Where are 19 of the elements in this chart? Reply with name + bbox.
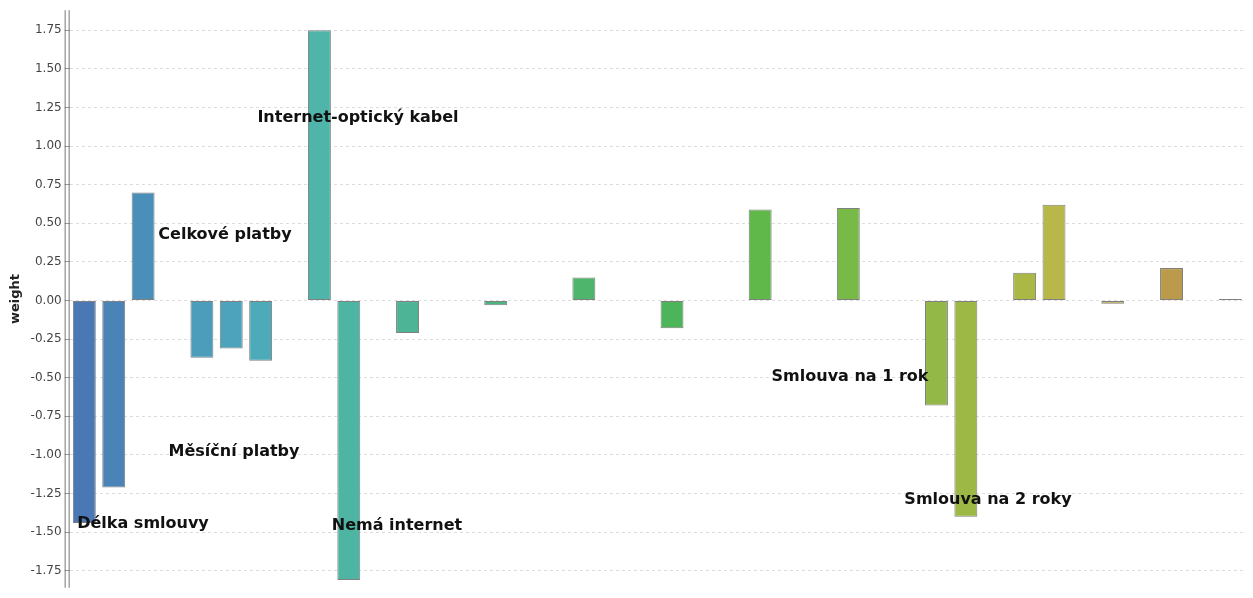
- y-tick-label: -0.75: [30, 408, 62, 423]
- y-tick-label: 0.50: [34, 215, 62, 230]
- y-tick-label: 1.00: [34, 138, 62, 153]
- y-tick-label: 0.25: [34, 254, 62, 269]
- y-tick-label: -0.25: [30, 331, 62, 346]
- y-tick-label: -1.50: [30, 524, 62, 539]
- annotation: Celkové platby: [158, 224, 293, 244]
- y-tick-label: 0.75: [34, 176, 62, 191]
- annotation: Délka smlouvy: [77, 513, 210, 533]
- y-tick-label: -1.75: [30, 562, 62, 577]
- y-tick-label: 0.00: [34, 292, 62, 307]
- y-tick-label: -1.00: [30, 447, 62, 462]
- y-axis-title: weight: [7, 273, 23, 325]
- y-tick-label: 1.25: [34, 99, 62, 114]
- y-tick-label: -0.50: [30, 369, 62, 384]
- y-tick-label: 1.50: [34, 61, 62, 76]
- annotation: Měsíční platby: [168, 441, 301, 461]
- y-tick-label: 1.75: [34, 22, 62, 37]
- y-tick-label: -1.25: [30, 485, 62, 500]
